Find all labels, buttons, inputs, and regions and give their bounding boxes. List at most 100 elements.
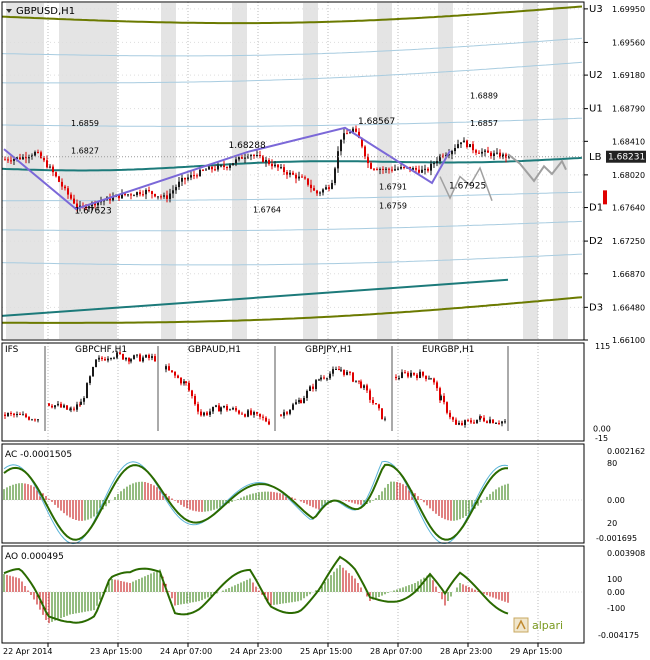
candle-bear (466, 140, 468, 148)
candle-bear (148, 189, 150, 192)
candle-bull (175, 187, 177, 191)
price-tick-label: 1.66100 (612, 336, 645, 345)
ifs-candle (289, 409, 291, 414)
candle-bull (256, 155, 258, 157)
ifs-candle (501, 421, 503, 424)
ao-axis-label: -0.004175 (598, 631, 639, 640)
ifs-candle (232, 408, 234, 410)
candle-bull (502, 154, 504, 158)
ifs-candle (492, 419, 494, 424)
ifs-candle (355, 380, 357, 382)
candle-bear (196, 175, 198, 177)
candle-bear (328, 187, 330, 189)
ifs-candle (235, 408, 237, 411)
ifs-candle (119, 352, 121, 355)
ifs-candle (298, 400, 300, 403)
candle-bull (157, 196, 159, 198)
candle-bear (61, 181, 63, 187)
forecast-line (439, 166, 493, 201)
candle-bear (43, 157, 45, 161)
candle-bear (76, 203, 78, 208)
ifs-candle (428, 378, 430, 380)
ifs-candle (215, 405, 217, 407)
level-label: U1 (589, 104, 603, 115)
candle-bear (355, 128, 357, 132)
candle-bear (52, 166, 54, 173)
ifs-candle (320, 377, 322, 380)
price-tick-label: 1.69180 (612, 71, 645, 80)
ifs-candle (247, 410, 249, 417)
ifs-candle (104, 359, 106, 361)
candle-bear (7, 159, 9, 161)
candle-bear (94, 202, 96, 206)
ifs-candle (76, 404, 78, 410)
ifs-candle (407, 372, 409, 377)
line-d2 (2, 220, 583, 232)
candle-bull (433, 163, 435, 165)
level-label: U3 (589, 4, 603, 15)
ifs-candle (476, 419, 478, 424)
ifs-candle (443, 395, 445, 403)
candle-bear (184, 177, 186, 180)
session-band (523, 3, 538, 339)
ifs-candle (116, 352, 118, 358)
candle-bear (55, 172, 57, 177)
main-grid (2, 2, 584, 643)
chevron-down-icon[interactable] (6, 9, 12, 13)
candle-bull (34, 151, 36, 156)
ifs-candle (440, 395, 442, 401)
candle-bull (325, 187, 327, 190)
main-panel-frame (1, 1, 585, 341)
session-band (161, 3, 176, 339)
ifs-candle (360, 381, 362, 388)
ifs-candle (171, 370, 173, 372)
candle-bull (454, 148, 456, 152)
candle-bear (142, 194, 144, 196)
ifs-candle (352, 372, 354, 382)
price-annotation: 1.67623 (75, 207, 112, 217)
ifs-candle (244, 414, 246, 417)
ifs-candle (209, 411, 211, 415)
candle-bear (46, 160, 48, 168)
candle-bear (316, 190, 318, 194)
ifs-candle (372, 399, 374, 404)
ifs-candle (63, 405, 65, 408)
ifs-candle (70, 408, 72, 410)
time-tick-label: 22 Apr 2014 (3, 647, 52, 656)
ifs-candle (479, 416, 481, 420)
candle-bull (187, 177, 189, 180)
ifs-candle (480, 416, 482, 418)
candle-bull (127, 194, 129, 196)
candle-bear (40, 152, 42, 158)
candle-bear (358, 131, 360, 139)
candle-bull (244, 157, 246, 159)
candle-bull (463, 140, 465, 143)
ac-axis-label: 0.002162 (607, 447, 645, 456)
chart-title: GBPUSD,H1 (16, 6, 75, 17)
ifs-candle (283, 412, 285, 416)
candle-bear (442, 155, 444, 157)
candle-bull (436, 161, 438, 164)
candle-bull (16, 157, 18, 159)
price-annotation: 1.6889 (470, 91, 498, 100)
time-tick-label: 24 Apr 07:00 (160, 647, 212, 656)
candle-bull (229, 165, 231, 168)
candle-bull (13, 158, 15, 161)
line-u3 (1, 5, 583, 25)
ifs-candle (19, 413, 21, 415)
candle-bull (457, 144, 459, 149)
ao-axis-label: 100 (607, 575, 622, 584)
ifs-candle (461, 422, 463, 425)
candle-bull (79, 205, 81, 208)
candle-bull (88, 206, 90, 209)
current-price-tag (606, 150, 646, 163)
ifs-candle (309, 386, 311, 391)
ifs-candle (401, 372, 403, 378)
chart-title-area[interactable]: GBPUSD,H1 (6, 6, 75, 17)
ac-panel-title: AC -0.0001505 (5, 450, 72, 460)
candle-bear (154, 194, 156, 197)
candle-bear (241, 156, 243, 159)
candle-bear (70, 194, 72, 199)
level-label: D3 (589, 302, 603, 313)
